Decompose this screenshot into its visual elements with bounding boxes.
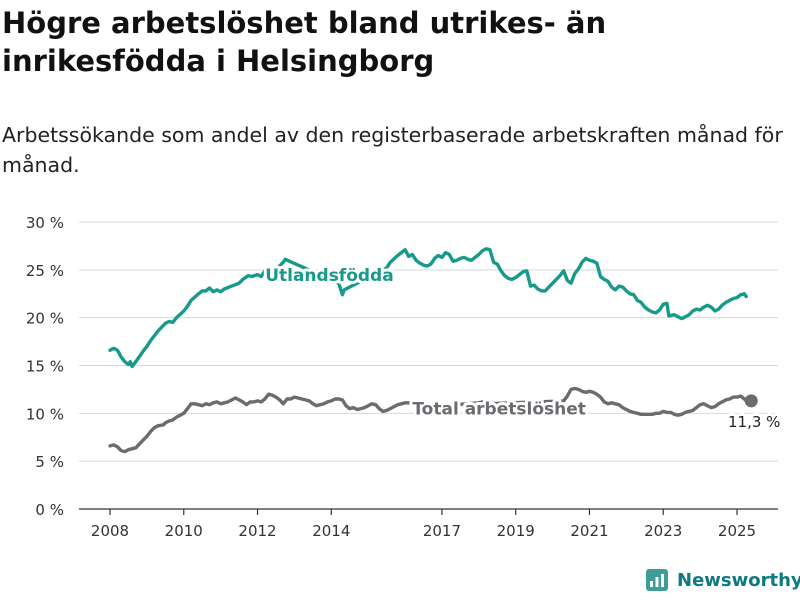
series-lines — [108, 247, 748, 454]
x-axis: 2008 2010 2012 2014 2017 2019 2021 2023 2025 — [79, 508, 778, 540]
line-chart: 0 %5 %10 %15 %20 %25 %30 % 2008 2010 2012 2… — [26, 214, 784, 540]
brand-name: Newsworthy — [677, 569, 800, 591]
last-value-label: 11,3 % — [728, 413, 780, 431]
x-tick-label: 2025 — [718, 522, 756, 540]
series-label-utlandsfodda: Utlandsfödda — [265, 266, 394, 286]
x-tick-label: 2010 — [165, 522, 203, 540]
series-label-total: Total arbetslöshet — [412, 399, 586, 419]
y-tick-label: 25 % — [26, 262, 64, 280]
y-tick-label: 20 % — [26, 310, 64, 328]
x-tick-label: 2008 — [91, 522, 129, 540]
chart-title: Högre arbetslöshet bland utrikes- än inr… — [2, 6, 607, 78]
bar-chart-logo-icon — [646, 569, 668, 591]
series-line-utlandsfodda — [108, 247, 748, 369]
gridlines — [79, 221, 778, 462]
y-tick-label: 30 % — [26, 214, 64, 232]
x-tick-label: 2023 — [644, 522, 682, 540]
series-labels: Utlandsfödda Total arbetslöshet 11,3 % — [262, 263, 783, 434]
y-tick-label: 10 % — [26, 405, 64, 423]
y-axis-tick-labels: 0 % 5 % 10 % 15 % 20 % 25 % 30 % — [26, 214, 64, 519]
y-tick-label: 5 % — [35, 453, 64, 471]
x-tick-label: 2021 — [570, 522, 608, 540]
y-tick-label: 15 % — [26, 358, 64, 376]
last-value-point — [744, 394, 758, 408]
series-line-total — [108, 386, 748, 454]
y-tick-label: 0 % — [35, 501, 64, 519]
brand-logo: Newsworthy — [645, 568, 800, 592]
x-tick-label: 2017 — [423, 522, 461, 540]
x-tick-label: 2019 — [497, 522, 535, 540]
x-tick-label: 2014 — [312, 522, 350, 540]
x-tick-label: 2012 — [238, 522, 276, 540]
chart-subtitle: Arbetssökande som andel av den registerb… — [2, 123, 783, 177]
